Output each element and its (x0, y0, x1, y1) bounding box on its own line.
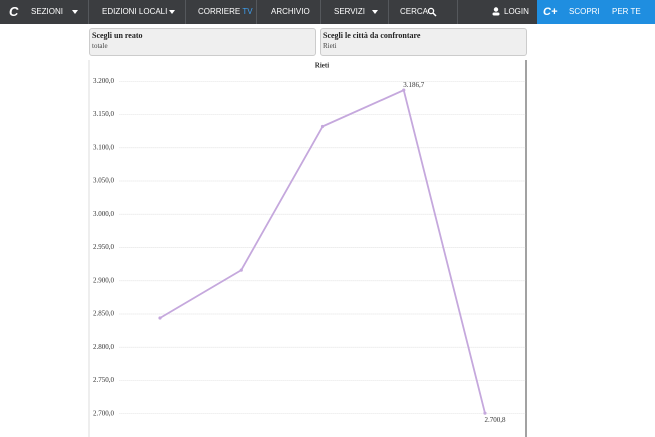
select-label: Scegli un reato (92, 31, 143, 40)
nav-item[interactable]: SCOPRI (569, 7, 600, 16)
line (159, 88, 486, 414)
search-icon (427, 7, 437, 17)
caret (169, 10, 175, 14)
nav-item[interactable]: ARCHIVIO (271, 7, 310, 16)
y-tick-label: 2.700,0 (93, 409, 115, 417)
user-icon (492, 7, 500, 16)
chart-title: Rieti (315, 62, 329, 70)
y-tick-label: 2.800,0 (93, 343, 115, 351)
point (402, 88, 406, 92)
point (158, 316, 162, 320)
nav-item[interactable]: SERVIZI (334, 7, 365, 16)
separator (185, 0, 186, 24)
nav-bar: C SEZIONI EDIZIONI LOCALI CORRIERE TV AR… (0, 0, 655, 24)
select[interactable]: Scegli le città da confrontare Rieti (320, 28, 527, 56)
y-tick-label: 3.000,0 (93, 210, 115, 218)
select[interactable]: Scegli un reato totale (89, 28, 316, 56)
caret (372, 10, 378, 14)
y-tick-label: 3.050,0 (93, 177, 115, 185)
y-tick-label: 3.150,0 (93, 110, 115, 118)
plus-area: C+ SCOPRI PER TE (537, 0, 655, 24)
plus-logo[interactable]: C+ (543, 6, 558, 18)
point (239, 268, 243, 272)
separator (388, 0, 389, 24)
y-tick-label: 2.750,0 (93, 376, 115, 384)
nav-item[interactable]: CERCA (400, 7, 429, 16)
y-tick-label: 2.850,0 (93, 310, 115, 318)
y-tick-label: 3.200,0 (93, 77, 115, 85)
nav-accent: TV (242, 7, 253, 16)
nav-item[interactable]: EDIZIONI LOCALI (102, 7, 168, 16)
logo[interactable]: C (9, 4, 19, 19)
y-tick-label: 3.100,0 (93, 143, 115, 151)
nav-item[interactable]: CORRIERE TV (198, 0, 253, 24)
select-value: totale (92, 42, 108, 50)
separator (457, 0, 458, 24)
separator (320, 0, 321, 24)
separator (256, 0, 257, 24)
nav-item[interactable]: PER TE (612, 7, 641, 16)
nav-item[interactable]: SEZIONI (31, 7, 64, 16)
separator (88, 0, 89, 24)
point (483, 411, 487, 415)
caret (72, 10, 78, 14)
y-tick-label: 2.900,0 (93, 276, 115, 284)
data-label: 3.186,7 (403, 81, 425, 89)
select-value: Rieti (323, 42, 337, 50)
data-label: 2.700,8 (484, 416, 506, 424)
nav-text: CORRIERE (198, 7, 241, 16)
y-tick-label: 2.950,0 (93, 243, 115, 251)
select-label: Scegli le città da confrontare (323, 31, 421, 40)
nav-item[interactable]: LOGIN (504, 7, 529, 16)
point (320, 124, 325, 129)
